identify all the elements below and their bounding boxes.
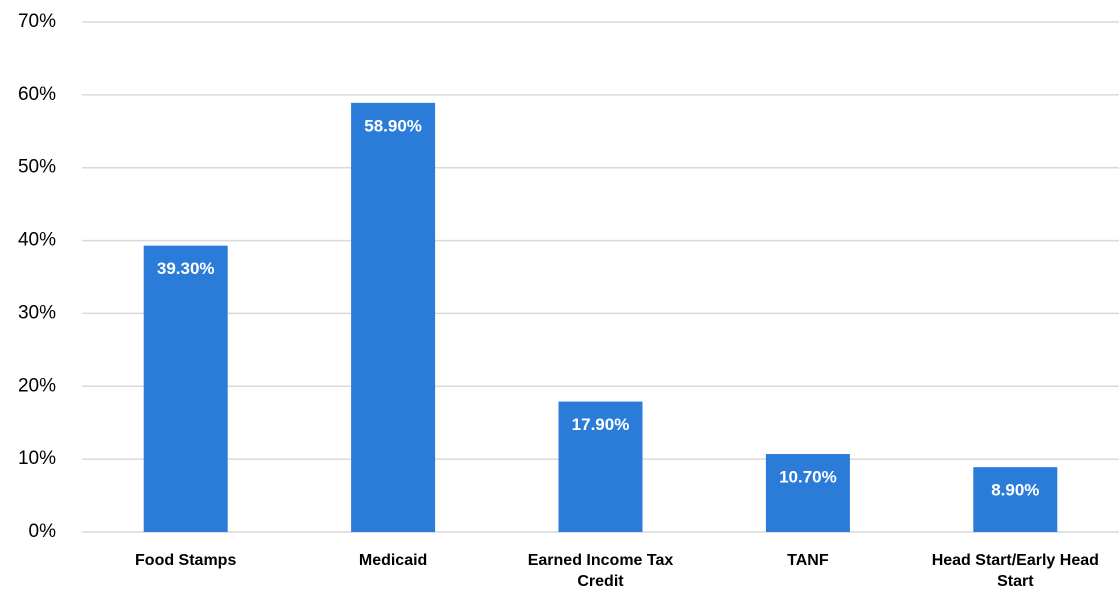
value-label: 8.90% <box>991 481 1039 500</box>
y-tick-label: 50% <box>18 157 56 178</box>
x-tick-label: Medicaid <box>358 552 428 569</box>
x-tick-label: Food Stamps <box>135 552 237 569</box>
bar <box>351 102 436 532</box>
bar <box>143 245 228 532</box>
value-label: 10.70% <box>779 468 837 487</box>
x-tick-label: TANF <box>787 552 829 569</box>
y-tick-label: 30% <box>18 302 56 323</box>
bar <box>973 467 1058 532</box>
x-tick-label: Head Start/Early Head Start <box>931 552 1099 590</box>
bar <box>765 454 850 532</box>
x-tick-label: Earned Income Tax Credit <box>527 552 674 590</box>
y-tick-label: 60% <box>18 84 56 105</box>
value-label: 39.30% <box>157 259 215 278</box>
y-tick-label: 20% <box>18 375 56 396</box>
value-label: 17.90% <box>572 415 630 434</box>
bar <box>558 401 643 532</box>
y-tick-label: 0% <box>29 521 57 542</box>
value-label: 58.90% <box>364 116 422 135</box>
y-tick-label: 10% <box>18 448 56 469</box>
y-tick-label: 70% <box>18 11 56 32</box>
y-tick-label: 40% <box>18 230 56 251</box>
